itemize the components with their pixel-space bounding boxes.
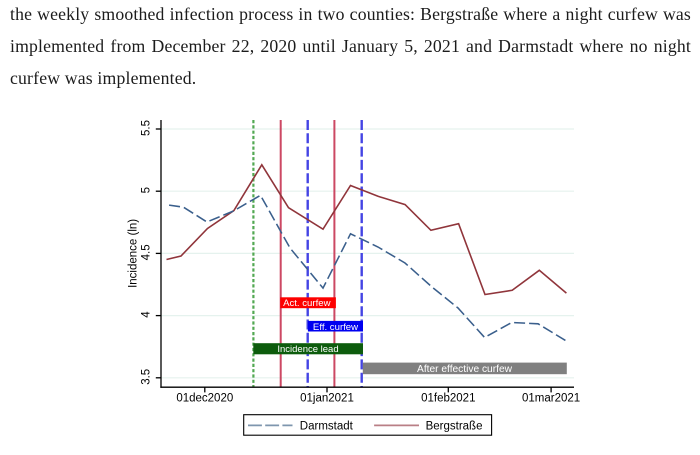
svg-text:3.5: 3.5 (140, 369, 152, 385)
svg-text:4: 4 (140, 311, 152, 318)
svg-text:4.5: 4.5 (140, 244, 152, 260)
svg-text:5.5: 5.5 (140, 120, 152, 136)
svg-text:Darmstadt: Darmstadt (300, 420, 354, 432)
svg-text:01mar2021: 01mar2021 (522, 393, 580, 405)
svg-text:Incidence (ln): Incidence (ln) (128, 219, 140, 288)
svg-text:After effective curfew: After effective curfew (417, 364, 513, 375)
svg-text:Act. curfew: Act. curfew (283, 298, 331, 309)
svg-text:Incidence lead: Incidence lead (277, 344, 338, 355)
svg-text:Bergstraße: Bergstraße (426, 420, 483, 432)
svg-text:01jan2021: 01jan2021 (300, 393, 354, 405)
svg-text:Eff. curfew: Eff. curfew (313, 322, 358, 333)
svg-text:01feb2021: 01feb2021 (421, 393, 475, 405)
svg-text:01dec2020: 01dec2020 (176, 393, 233, 405)
svg-text:5: 5 (140, 187, 152, 193)
